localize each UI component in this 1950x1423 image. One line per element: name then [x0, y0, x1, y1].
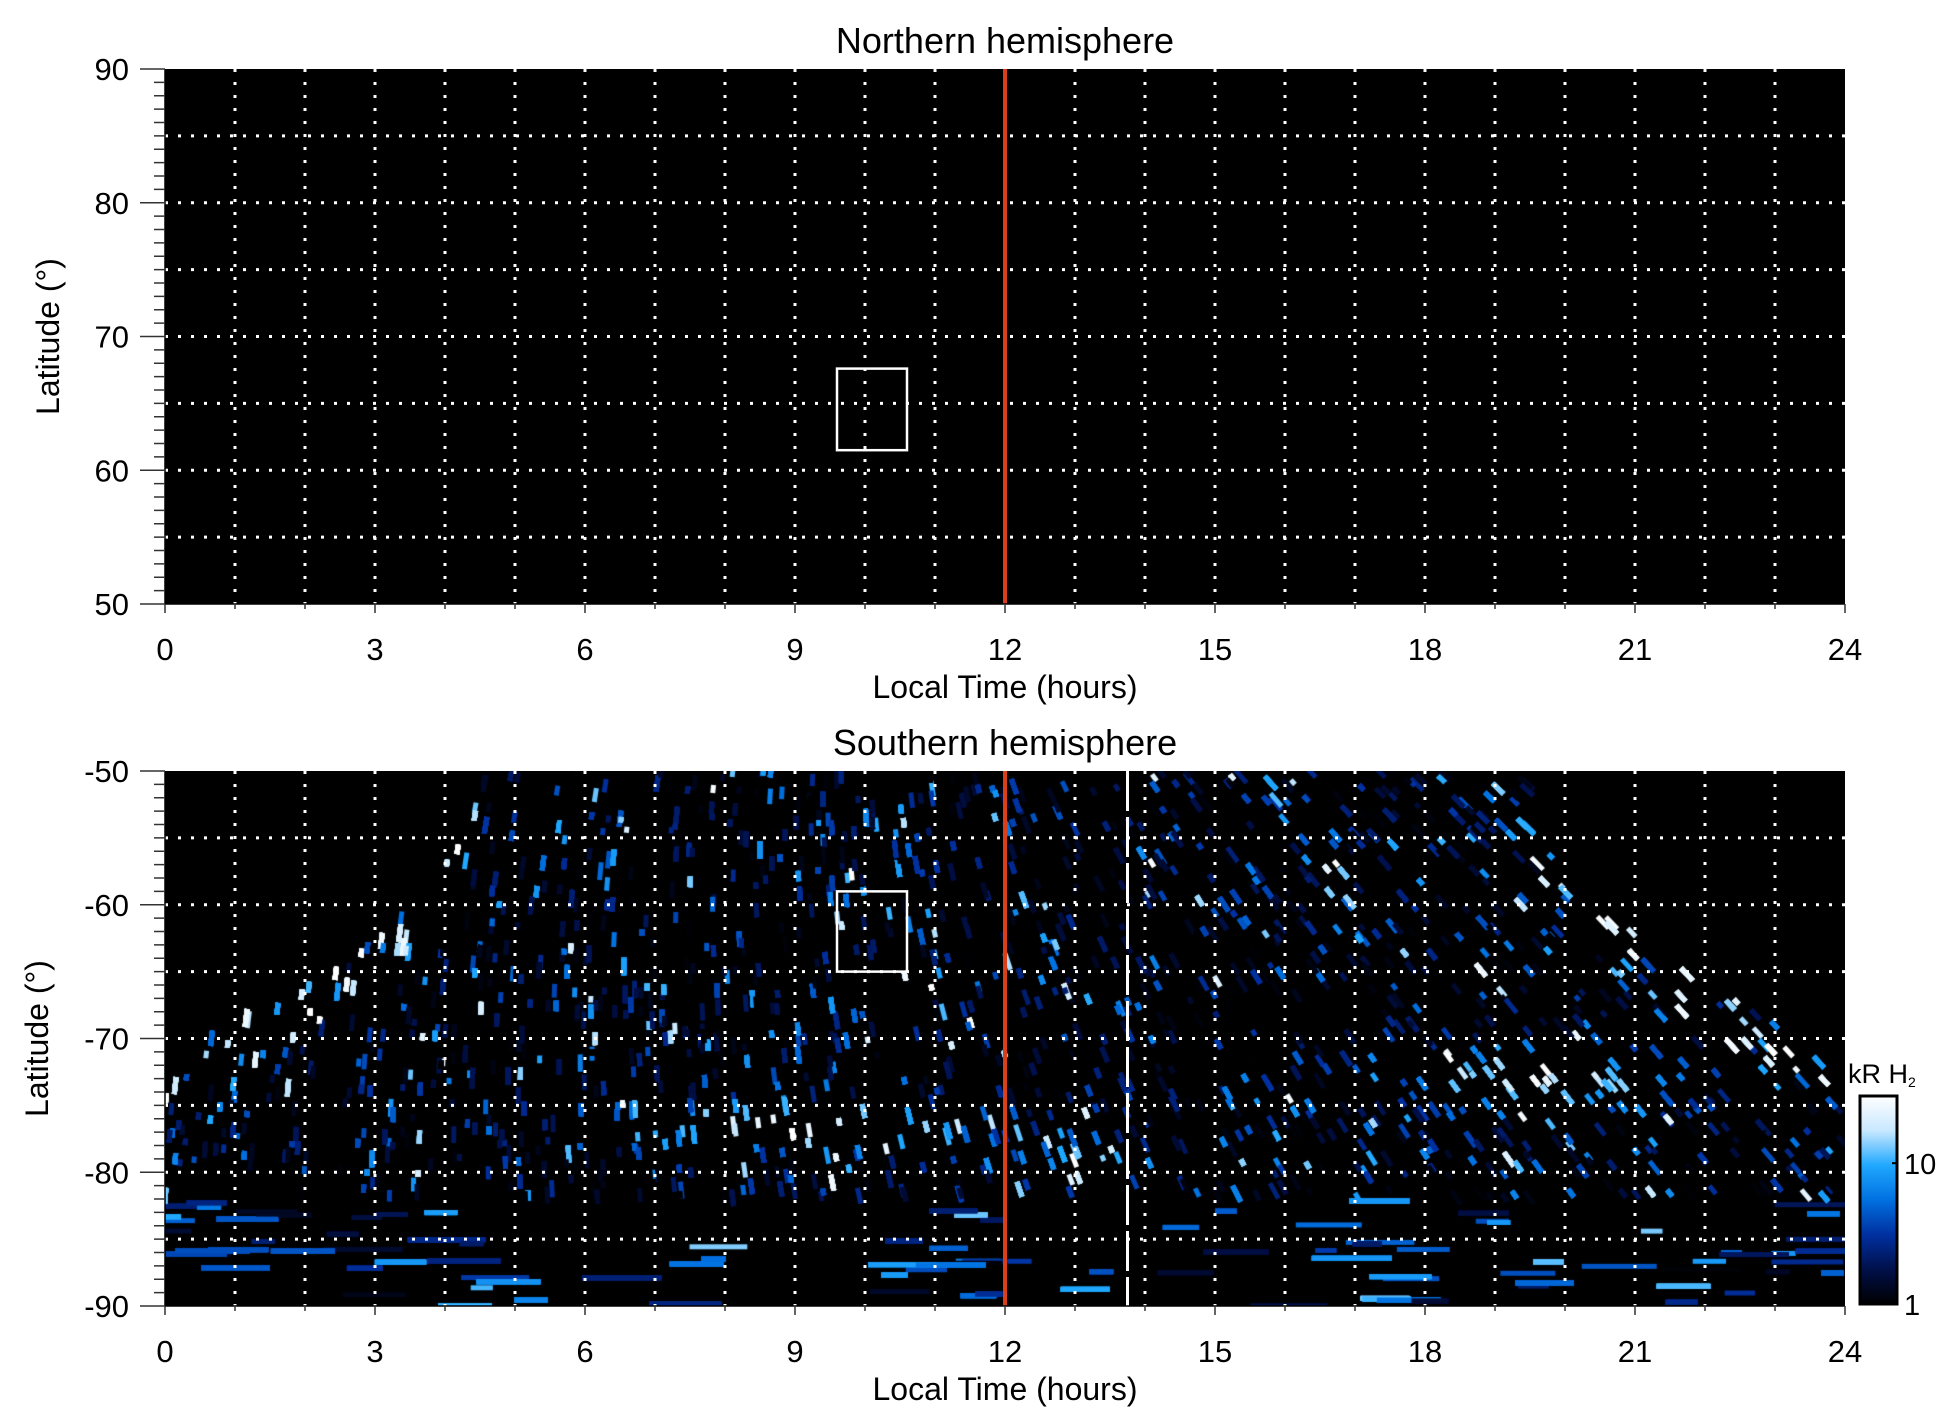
- panel-northern: 50 60 70 80 90 0 3 6 9 12 15 18 21 24 Local Time (hour…: [30, 20, 1862, 705]
- y-tick-label: -90: [84, 1289, 129, 1324]
- x-tick-label: 6: [576, 1334, 593, 1369]
- x-tick-label: 0: [156, 632, 173, 667]
- x-axis-label: Local Time (hours): [873, 669, 1138, 705]
- y-tick-label: -70: [84, 1022, 129, 1057]
- y-axis-label: Latitude (°): [30, 258, 66, 415]
- highlight-box: [835, 890, 909, 973]
- x-tick-label: 3: [366, 632, 383, 667]
- x-tick-label: 24: [1828, 1334, 1862, 1369]
- colorbar-label: kR H2: [1848, 1059, 1916, 1090]
- x-tick-label: 24: [1828, 632, 1862, 667]
- y-tick-label: 70: [95, 320, 129, 355]
- y-tick-label: 60: [95, 453, 129, 488]
- colorbar: [1858, 1094, 1899, 1306]
- x-tick-label: 9: [786, 1334, 803, 1369]
- y-tick-label: -50: [84, 754, 129, 789]
- x-tick-label: 15: [1198, 1334, 1232, 1369]
- y-tick-label: 80: [95, 186, 129, 221]
- x-tick-label: 18: [1408, 632, 1442, 667]
- x-tick-label: 6: [576, 632, 593, 667]
- y-axis-label: Latitude (°): [19, 960, 55, 1117]
- colorbar-tick-label: 10: [1904, 1149, 1936, 1181]
- y-tick-label: 90: [95, 52, 129, 87]
- panel-title: Northern hemisphere: [836, 20, 1174, 61]
- x-tick-label: 18: [1408, 1334, 1442, 1369]
- x-tick-label: 0: [156, 1334, 173, 1369]
- panel-southern: -90 -80 -70 -60 -50 0 3 6 9 12 15 18 21 24 Local Time …: [19, 722, 1862, 1407]
- x-axis-label: Local Time (hours): [873, 1371, 1138, 1407]
- x-tick-label: 21: [1618, 1334, 1652, 1369]
- y-tick-label: 50: [95, 587, 129, 622]
- colorbar-tick-label: 1: [1904, 1290, 1920, 1322]
- y-tick-label: -60: [84, 888, 129, 923]
- highlight-box: [835, 367, 909, 452]
- colorbar-label-subscript: 2: [1908, 1074, 1916, 1090]
- x-tick-label: 9: [786, 632, 803, 667]
- x-tick-label: 12: [988, 632, 1022, 667]
- x-tick-label: 12: [988, 1334, 1022, 1369]
- x-tick-label: 3: [366, 1334, 383, 1369]
- x-tick-label: 21: [1618, 632, 1652, 667]
- y-tick-label: -80: [84, 1155, 129, 1190]
- x-tick-label: 15: [1198, 632, 1232, 667]
- panel-title: Southern hemisphere: [833, 722, 1177, 763]
